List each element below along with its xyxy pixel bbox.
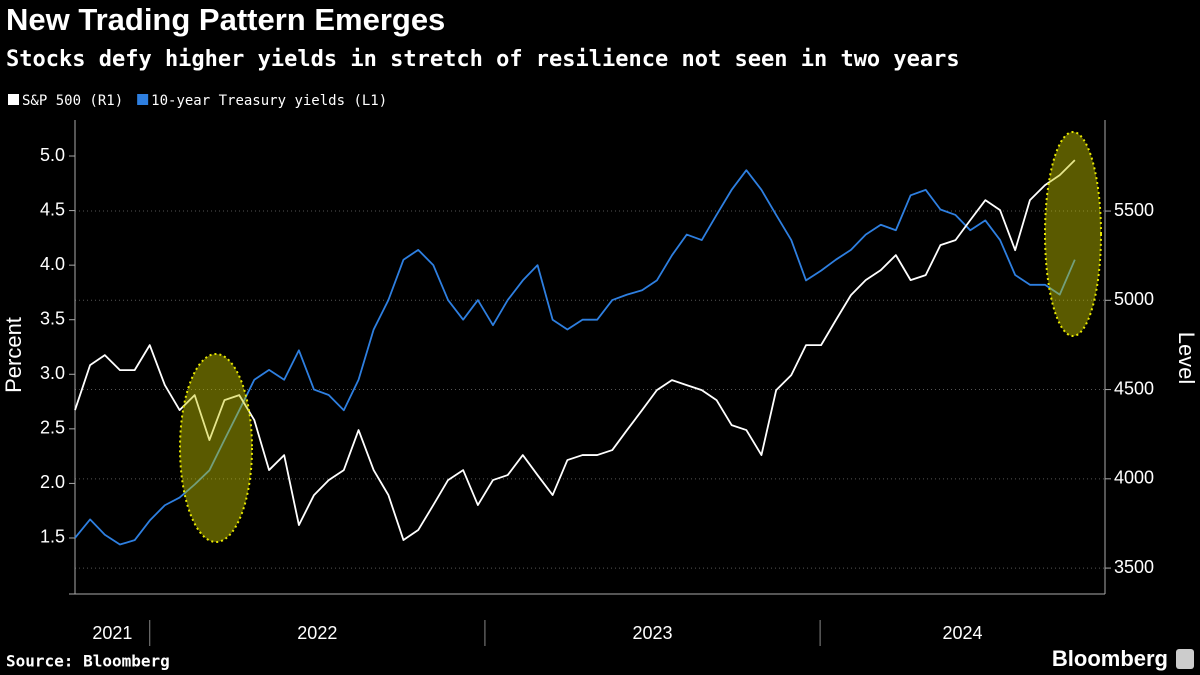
y-tick-label: 2.0: [40, 472, 65, 492]
series-line: [74, 159, 1076, 541]
x-tick-label: 2021: [92, 623, 132, 643]
y-tick-label: 3.5: [40, 308, 65, 328]
chart-subtitle: Stocks defy higher yields in stretch of …: [6, 47, 960, 72]
source: Source: Bloomberg: [6, 652, 170, 671]
series-line: [74, 169, 1076, 546]
y2-axis-title: Level: [1174, 332, 1199, 385]
highlight: [1044, 131, 1102, 337]
y-tick-label: 5.0: [40, 145, 65, 165]
brand-icon: [1176, 649, 1194, 669]
axes: 1.5 2.0 2.5 3.0 3.5 4.0 4.5 5.0 3500 4000 4500 5000…: [40, 120, 1154, 646]
y2-tick-label: 5500: [1114, 200, 1154, 220]
y2-tick-label: 4000: [1114, 468, 1154, 488]
x-tick-label: 2022: [297, 623, 337, 643]
y2-tick-label: 3500: [1114, 557, 1154, 577]
y2-tick-label: 5000: [1114, 289, 1154, 309]
y-tick-label: 4.5: [40, 199, 65, 219]
x-tick-label: 2024: [943, 623, 983, 643]
legend-swatch: [137, 94, 149, 105]
legend: S&P 500 (R1) 10-year Treasury yields (L1): [8, 93, 387, 109]
y-tick-label: 4.0: [40, 254, 65, 274]
brand: Bloomberg: [1052, 646, 1168, 671]
legend-swatch: [8, 94, 19, 105]
legend-label: S&P 500 (R1): [22, 93, 123, 109]
legend-label: 10-year Treasury yields (L1): [151, 93, 387, 109]
highlight: [179, 353, 253, 543]
y-tick-label: 3.0: [40, 363, 65, 383]
x-tick-label: 2023: [632, 623, 672, 643]
y-tick-label: 1.5: [40, 527, 65, 547]
chart-title: New Trading Pattern Emerges: [6, 2, 445, 37]
y-tick-label: 2.5: [40, 418, 65, 438]
plot-area: [74, 159, 1076, 546]
y2-tick-label: 4500: [1114, 378, 1154, 398]
y-axis-title: Percent: [1, 317, 26, 393]
